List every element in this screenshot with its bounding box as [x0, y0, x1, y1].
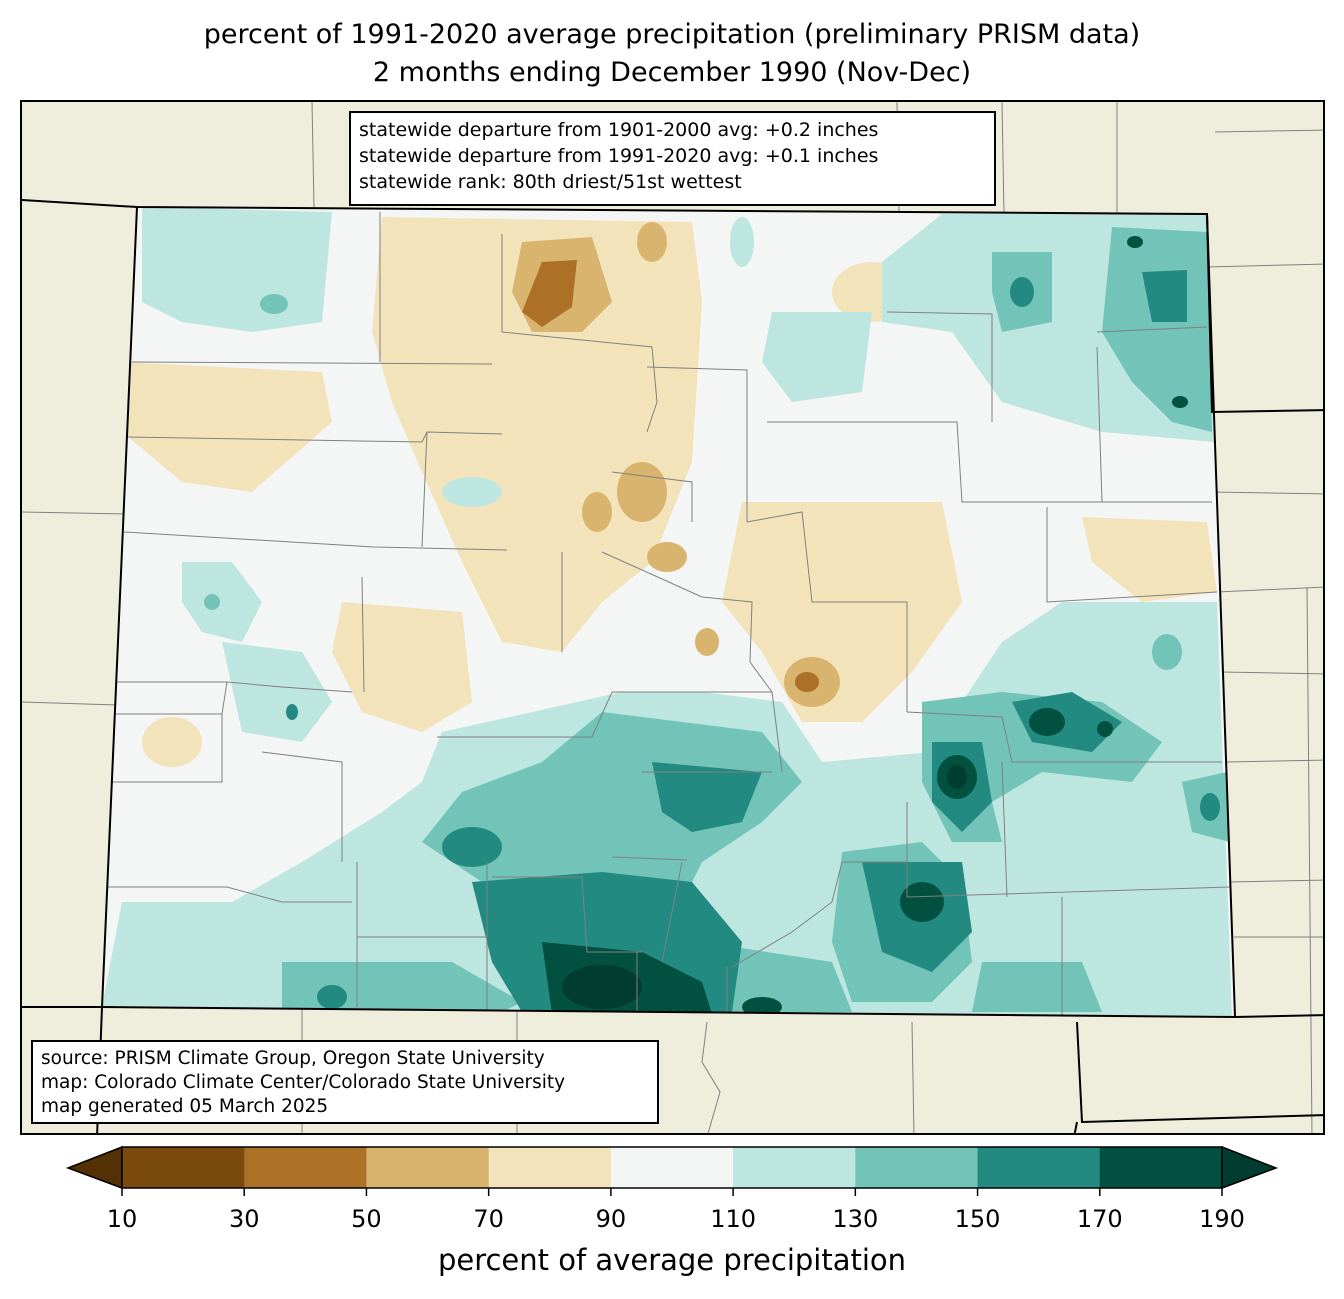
colorbar-bin	[488, 1147, 612, 1188]
source-line-1: source: PRISM Climate Group, Oregon Stat…	[41, 1048, 545, 1069]
colorbar-tick-label: 130	[832, 1205, 879, 1233]
colorbar-tick-label: 190	[1199, 1205, 1245, 1233]
source-line-2: map: Colorado Climate Center/Colorado St…	[41, 1072, 566, 1093]
colorbar-bins	[121, 1146, 1223, 1189]
colorbar-over-arrow	[1221, 1145, 1279, 1190]
colorbar-under-arrow	[65, 1145, 123, 1190]
source-line-3: map generated 05 March 2025	[41, 1096, 329, 1117]
colorbar-bin	[610, 1147, 734, 1188]
stats-line-1: statewide departure from 1901-2000 avg: …	[359, 119, 879, 141]
colorbar-bin	[122, 1147, 245, 1188]
colorbar-bin	[733, 1147, 856, 1188]
colorbar-bin	[244, 1147, 367, 1188]
colorbar-tick-label: 10	[106, 1205, 138, 1233]
neighbor-state-lines	[22, 102, 1323, 1133]
colorbar-tick-label: 50	[351, 1205, 382, 1233]
map-title-line1: percent of 1991-2020 average precipitati…	[203, 19, 1141, 50]
colorbar-tick-label: 170	[1076, 1205, 1123, 1233]
colorbar-bin	[1099, 1147, 1223, 1188]
colorbar-bin	[977, 1147, 1101, 1188]
map-title-line2: 2 months ending December 1990 (Nov-Dec)	[372, 57, 972, 88]
colorbar-bin	[366, 1147, 490, 1188]
stats-line-2: statewide departure from 1991-2020 avg: …	[359, 145, 879, 167]
colorbar-label: percent of average precipitation	[437, 1243, 907, 1277]
colorbar-tick-label: 70	[473, 1205, 504, 1233]
colorbar-bin	[855, 1147, 979, 1188]
statewide-stats-box: statewide departure from 1901-2000 avg: …	[349, 111, 996, 206]
county-lines	[107, 212, 1231, 1017]
map-frame	[20, 100, 1325, 1135]
colorbar-tick-label: 150	[954, 1205, 1001, 1233]
colorbar-tick-label: 30	[228, 1205, 260, 1233]
stats-line-3: statewide rank: 80th driest/51st wettest	[359, 171, 742, 193]
precip-field	[102, 207, 1235, 1017]
colorbar-tick-label: 110	[710, 1205, 757, 1233]
colorbar-tick-label: 90	[595, 1205, 627, 1233]
precipitation-map	[22, 102, 1323, 1133]
colorbar	[65, 1145, 1279, 1196]
source-box: source: PRISM Climate Group, Oregon Stat…	[31, 1040, 659, 1124]
